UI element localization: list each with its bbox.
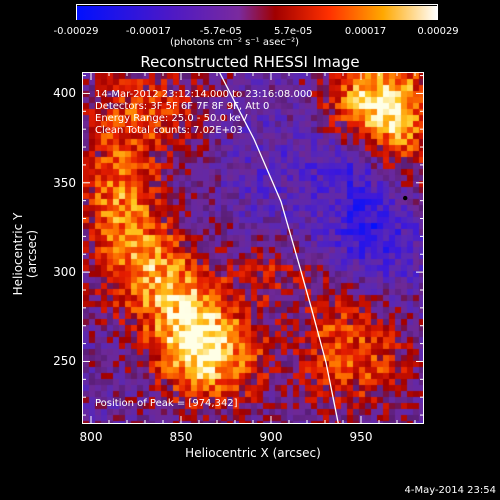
heatmap-image (83, 73, 423, 423)
x-tick-label: 950 (349, 430, 373, 444)
colorbar-tick-label: 5.7e-05 (273, 26, 313, 37)
x-tick-label: 800 (79, 430, 103, 444)
clean-counts-text: Clean Total counts: 7.02E+03 (95, 125, 243, 136)
x-axis-label: Heliocentric X (arcsec) (185, 446, 321, 460)
colorbar-tick-label: 0.00017 (344, 26, 387, 37)
y-axis-label: Heliocentric Y (arcsec) (11, 212, 39, 296)
detectors-text: Detectors: 3F 5F 6F 7F 8F 9F, Att 0 (95, 101, 270, 112)
peak-position-text: Position of Peak = [974,342] (95, 398, 238, 409)
colorbar-tick-label: -5.7e-05 (199, 26, 242, 37)
colorbar-tick-label: -0.00017 (125, 26, 171, 37)
plot-overlay (219, 73, 408, 423)
colorbar-units: (photons cm⁻² s⁻¹ asec⁻²) (170, 37, 300, 48)
colorbar (76, 4, 438, 20)
y-tick-label: 400 (53, 86, 76, 101)
peak-marker (403, 195, 408, 201)
footer-date: 4-May-2014 23:54 (404, 485, 496, 496)
x-tick-label: 850 (169, 430, 193, 444)
plot-area: 14-Mar-2012 23:12:14.000 to 23:16:08.000… (82, 72, 424, 424)
y-tick-label: 300 (53, 265, 76, 280)
colorbar-gradient (77, 6, 437, 20)
y-tick-label: 250 (53, 354, 76, 369)
colorbar-tick-label: 0.00029 (417, 26, 459, 37)
solar-limb-line (219, 73, 339, 423)
chart-title: Reconstructed RHESSI Image (140, 53, 360, 71)
x-tick-label: 900 (259, 430, 283, 444)
energy-range-text: Energy Range: 25.0 - 50.0 keV (95, 113, 248, 124)
colorbar-tick-label: -0.00029 (53, 26, 99, 37)
y-tick-label: 350 (53, 175, 76, 190)
time-range-text: 14-Mar-2012 23:12:14.000 to 23:16:08.000 (95, 89, 313, 100)
